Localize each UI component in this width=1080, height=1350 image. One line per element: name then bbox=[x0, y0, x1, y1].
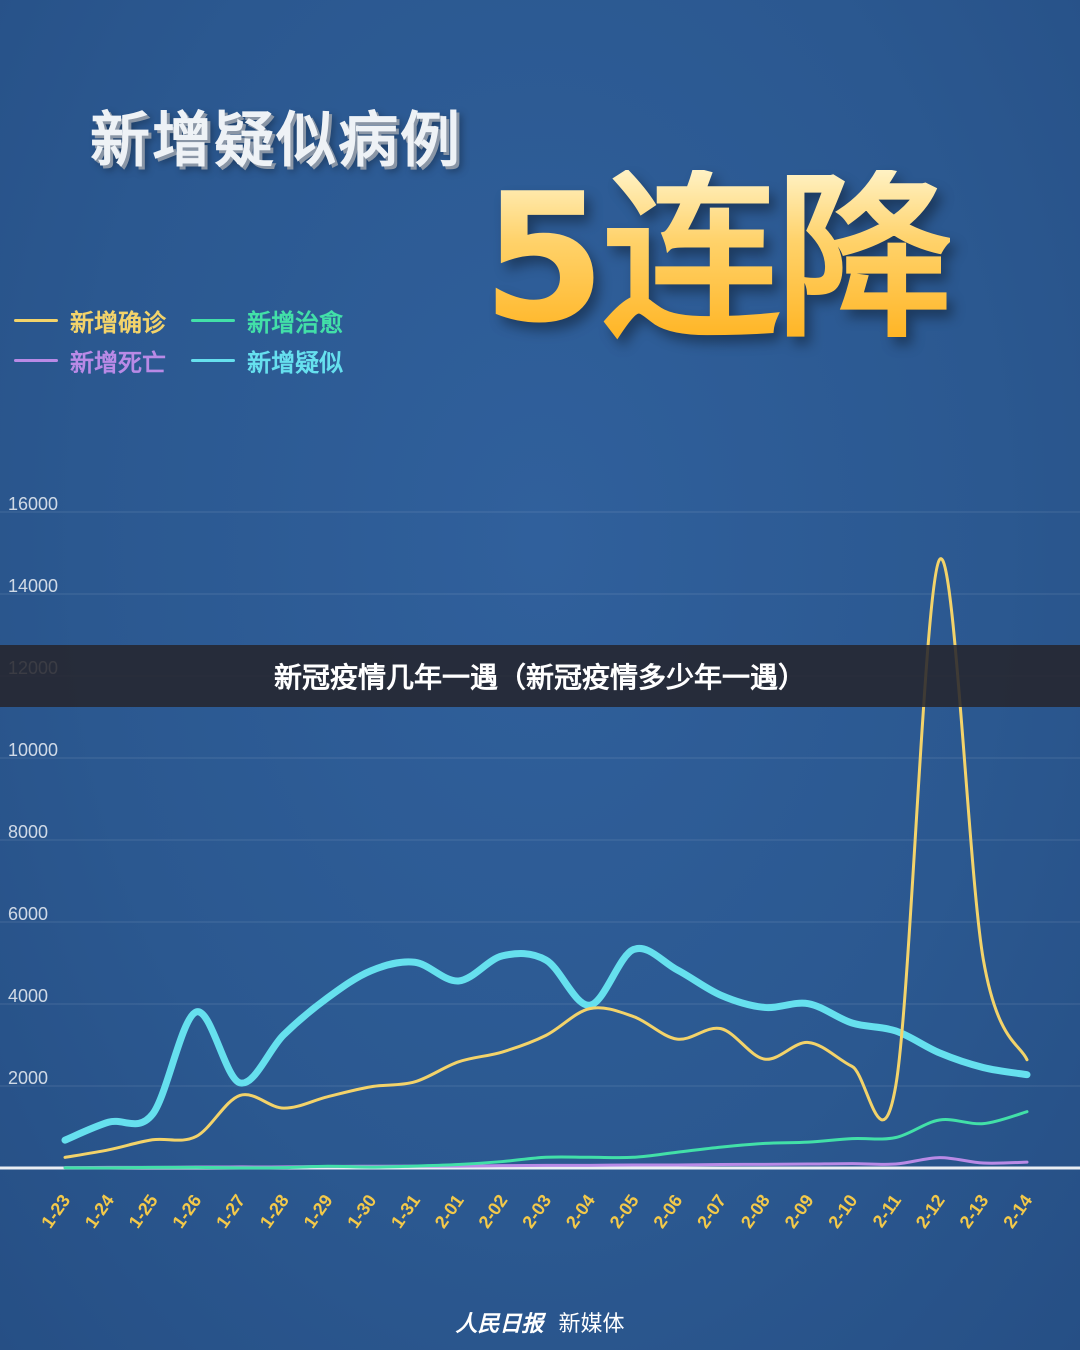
x-tick-label: 2-01 bbox=[431, 1191, 468, 1232]
x-tick-label: 1-29 bbox=[300, 1191, 337, 1232]
legend-swatch bbox=[14, 358, 58, 362]
legend-item-confirmed: 新增确诊 bbox=[14, 300, 186, 340]
legend-label: 新增死亡 bbox=[70, 348, 166, 377]
x-tick-label: 2-10 bbox=[824, 1191, 861, 1232]
legend-swatch bbox=[14, 318, 58, 322]
x-tick-label: 2-08 bbox=[737, 1191, 774, 1232]
x-tick-label: 1-30 bbox=[343, 1191, 380, 1232]
x-tick-label: 1-26 bbox=[168, 1191, 205, 1232]
series-line-suspected bbox=[61, 944, 1031, 1144]
y-tick-label: 16000 bbox=[8, 494, 58, 514]
legend-label: 新增疑似 bbox=[247, 348, 344, 377]
x-tick-label: 2-13 bbox=[955, 1191, 992, 1232]
y-tick-label: 14000 bbox=[8, 576, 58, 596]
legend-label: 新增确诊 bbox=[70, 308, 166, 337]
legend-item-suspected: 新增疑似 bbox=[191, 340, 363, 380]
legend-label: 新增治愈 bbox=[247, 308, 344, 337]
publisher-logo: 人民日报 bbox=[455, 1311, 544, 1337]
y-tick-label: 4000 bbox=[8, 986, 48, 1006]
x-tick-label: 2-03 bbox=[518, 1191, 555, 1232]
x-tick-label: 1-24 bbox=[81, 1191, 118, 1232]
x-tick-label: 2-04 bbox=[562, 1191, 599, 1232]
x-tick-label: 2-14 bbox=[999, 1191, 1036, 1232]
legend-item-cured: 新增治愈 bbox=[191, 300, 363, 340]
x-tick-label: 1-25 bbox=[125, 1191, 162, 1232]
x-tick-label: 2-06 bbox=[649, 1191, 686, 1232]
series-line-confirmed bbox=[63, 557, 1029, 1159]
x-tick-label: 2-11 bbox=[869, 1191, 905, 1231]
legend-swatch bbox=[191, 358, 236, 362]
y-tick-label: 8000 bbox=[8, 822, 48, 842]
x-tick-label: 1-27 bbox=[212, 1191, 249, 1232]
x-tick-label: 1-31 bbox=[387, 1191, 424, 1232]
x-tick-label: 2-02 bbox=[474, 1191, 511, 1232]
y-tick-label: 10000 bbox=[8, 740, 58, 760]
series-line-cured bbox=[63, 1110, 1029, 1170]
footer-credit: 人民日报 新媒体 bbox=[0, 1306, 1080, 1338]
legend-swatch bbox=[191, 318, 236, 322]
banner-text: 新冠疫情几年一遇（新冠疫情多少年一遇） bbox=[273, 661, 806, 694]
headline-highlight: 5连降 bbox=[482, 155, 954, 362]
x-tick-label: 2-09 bbox=[781, 1191, 818, 1232]
headline: 新增疑似病例 bbox=[90, 106, 462, 176]
x-tick-label: 2-12 bbox=[912, 1191, 949, 1232]
chart-legend: 新增确诊 新增治愈 新增死亡 新增疑似 bbox=[14, 300, 374, 380]
legend-item-deaths: 新增死亡 bbox=[14, 340, 186, 380]
x-tick-label: 1-28 bbox=[256, 1191, 293, 1232]
x-tick-label: 1-23 bbox=[37, 1191, 74, 1232]
footer-text: 新媒体 bbox=[558, 1312, 625, 1337]
overlay-banner: 新冠疫情几年一遇（新冠疫情多少年一遇） bbox=[0, 645, 1080, 707]
y-tick-label: 6000 bbox=[8, 904, 48, 924]
y-tick-label: 2000 bbox=[8, 1068, 48, 1088]
x-tick-label: 2-05 bbox=[606, 1191, 643, 1232]
x-tick-label: 2-07 bbox=[693, 1191, 730, 1232]
